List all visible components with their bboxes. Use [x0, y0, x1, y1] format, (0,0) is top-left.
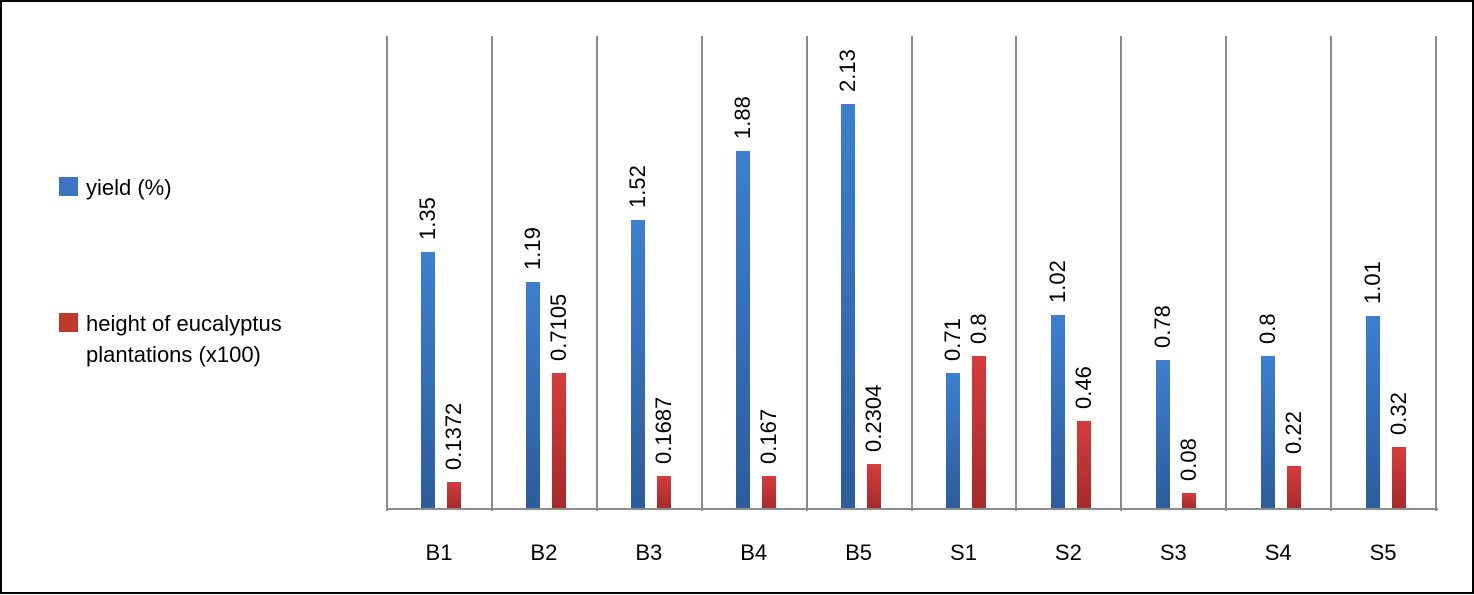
- category-separator: [805, 36, 808, 511]
- x-tick-label: B2: [530, 540, 558, 565]
- x-tick-label: B4: [740, 540, 768, 565]
- bar-height-s4: [1286, 466, 1301, 508]
- x-tick-label: B1: [425, 540, 453, 565]
- data-label: 1.88: [730, 96, 756, 140]
- category-separator: [490, 36, 493, 511]
- data-label: 0.7105: [546, 293, 572, 362]
- bar-height-b4: [762, 476, 777, 508]
- bar-yield-b4: [736, 151, 751, 508]
- data-label: 0.167: [756, 409, 782, 465]
- data-label: 2.13: [835, 49, 861, 92]
- legend-label-yield: yield (%): [86, 175, 172, 200]
- legend-item-height: height of eucalyptus plantations (x100): [59, 308, 282, 370]
- legend-swatch-red-icon: [59, 313, 78, 332]
- bar-height-b3: [657, 475, 672, 508]
- data-label: 0.2304: [861, 384, 887, 453]
- data-label: 1.52: [625, 164, 651, 208]
- data-label: 0.78: [1149, 305, 1175, 349]
- category-separator: [1330, 36, 1333, 511]
- category-separator: [1015, 36, 1018, 511]
- bar-height-s3: [1181, 492, 1196, 508]
- legend-item-yield: yield (%): [59, 172, 172, 203]
- bar-height-s5: [1391, 447, 1406, 508]
- x-axis-line: [387, 508, 1438, 510]
- legend-swatch-blue-icon: [59, 177, 78, 196]
- category-separator: [910, 36, 913, 511]
- x-tick-label: B5: [845, 540, 873, 565]
- bar-yield-b1: [421, 251, 436, 508]
- data-label: 1.19: [520, 227, 546, 271]
- bar-yield-b2: [526, 282, 541, 508]
- x-tick-label: B3: [635, 540, 663, 565]
- data-label: 0.1687: [651, 396, 677, 464]
- data-label: 1.02: [1044, 259, 1070, 303]
- data-label: 0.32: [1385, 392, 1411, 436]
- data-label: 0.1372: [441, 402, 467, 470]
- category-separator: [386, 36, 388, 511]
- bar-yield-s4: [1260, 356, 1275, 508]
- bar-yield-s1: [945, 373, 960, 508]
- category-separator: [1120, 36, 1123, 511]
- x-tick-label: S4: [1264, 540, 1292, 565]
- data-label: 0.08: [1175, 437, 1201, 481]
- category-separator: [1435, 36, 1437, 511]
- x-tick-label: S5: [1369, 540, 1397, 565]
- data-label: 0.71: [939, 318, 965, 362]
- data-label: 0.8: [1254, 313, 1280, 345]
- bar-yield-b3: [631, 219, 646, 508]
- bar-height-s2: [1076, 420, 1091, 508]
- category-separator: [700, 36, 703, 511]
- data-label: 1.01: [1359, 261, 1385, 305]
- bar-height-b2: [552, 373, 567, 508]
- bar-yield-b5: [841, 103, 856, 508]
- bar-height-s1: [971, 356, 986, 508]
- x-tick-label: S3: [1159, 540, 1187, 565]
- x-tick-label: S1: [950, 540, 977, 565]
- category-separator: [1225, 36, 1228, 511]
- data-label: 0.22: [1280, 411, 1306, 455]
- bar-yield-s2: [1050, 314, 1065, 508]
- category-separator: [595, 36, 598, 511]
- bar-height-b5: [867, 464, 882, 508]
- plot-area: 1.35 1.19 1.52 1.88 2.13 0.71 1.02 0.78 0.8 1.01 0…: [386, 36, 1438, 511]
- legend-label-height-line1: height of eucalyptus: [86, 311, 282, 336]
- data-label: 0.46: [1070, 365, 1096, 409]
- x-tick-label: S2: [1054, 540, 1082, 565]
- data-label: 1.35: [415, 197, 441, 240]
- bar-height-b1: [447, 481, 462, 508]
- legend-label-height-line2: plantations (x100): [86, 342, 261, 367]
- data-label: 0.8: [965, 313, 991, 345]
- bar-yield-s5: [1365, 316, 1380, 508]
- bar-yield-s3: [1155, 360, 1170, 508]
